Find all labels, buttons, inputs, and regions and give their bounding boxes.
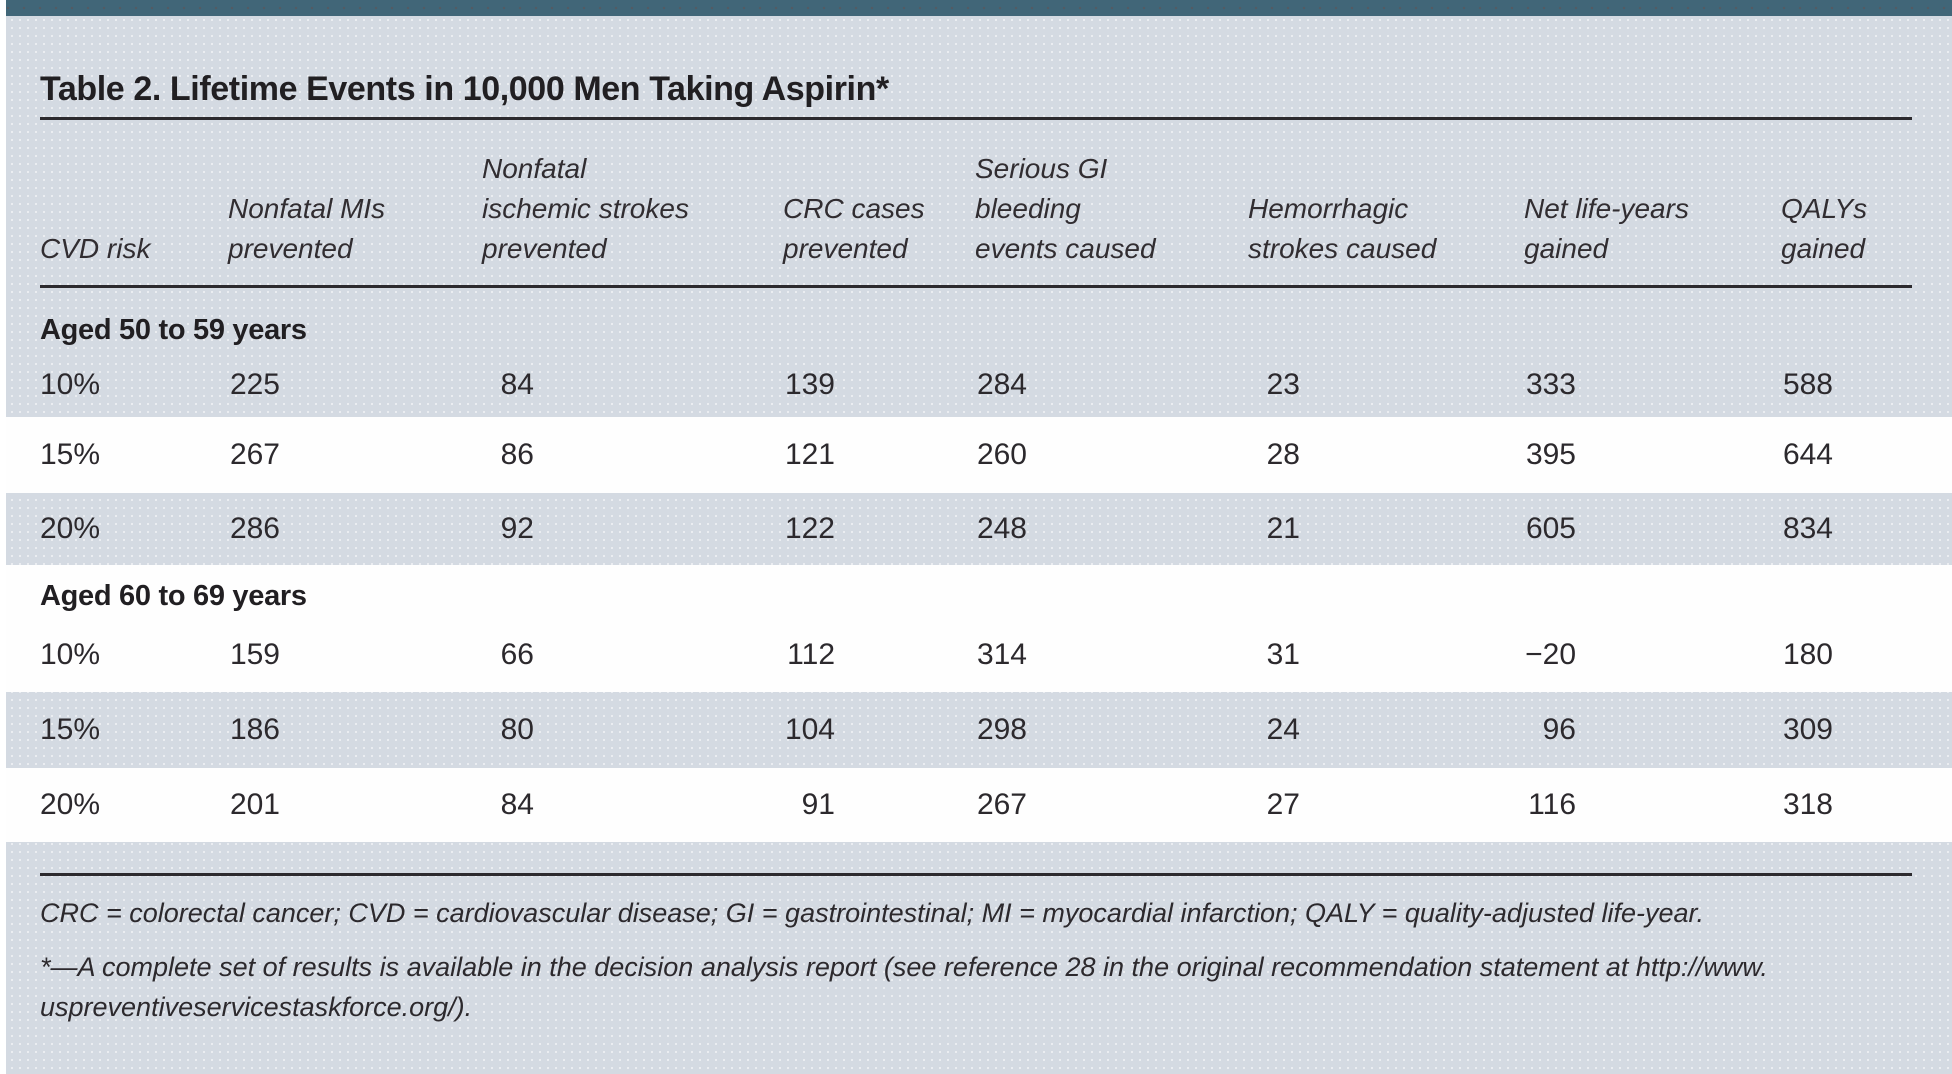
cell-cvd-risk: 20%: [40, 788, 101, 821]
abbreviations-footnote: CRC = colorectal cancer; CVD = cardiovas…: [40, 898, 1705, 928]
cell-value: 248: [976, 512, 1027, 545]
footnote-rule: [40, 873, 1912, 876]
table-row: 15% 267 86 121 260 28 395 644: [0, 417, 1952, 493]
footnote-area: CRC = colorectal cancer; CVD = cardiovas…: [0, 873, 1952, 1074]
table-row: 20% 286 92 122 248 21 605 834: [0, 493, 1952, 565]
cell-value: 309: [1782, 713, 1833, 746]
cell-value: 588: [1782, 367, 1833, 401]
title-rule: [40, 117, 1912, 120]
section-header-aged-50-59: Aged 50 to 59 years: [40, 314, 307, 346]
column-header-net-life-years: Net life-years gained: [1524, 193, 1689, 264]
column-header-ischemic-strokes: Nonfatal ischemic strokes prevented: [482, 153, 689, 264]
cell-value: 23: [1266, 367, 1300, 401]
cell-value: 186: [229, 713, 280, 746]
cell-cvd-risk: 20%: [40, 512, 101, 545]
cell-value: 139: [784, 367, 835, 401]
cell-value: 104: [784, 713, 835, 746]
cell-value: 121: [784, 438, 835, 471]
column-header-cvd-risk: CVD risk: [40, 233, 151, 264]
header-rule: [40, 285, 1912, 288]
cell-value: 834: [1782, 512, 1833, 545]
cell-value: 84: [500, 367, 534, 401]
table-row: 10% 159 66 112 314 31 −20 180: [0, 618, 1952, 692]
table-row: 20% 201 84 91 267 27 116 318: [0, 768, 1952, 842]
cell-value: 92: [500, 512, 534, 545]
cell-value: 116: [1528, 788, 1576, 821]
page-edge-strip: [0, 0, 6, 1074]
cell-value: 86: [500, 438, 534, 471]
cell-value: 91: [801, 788, 835, 821]
cell-value: 21: [1266, 512, 1300, 545]
cell-cvd-risk: 10%: [40, 367, 101, 401]
cell-value: 395: [1525, 438, 1576, 471]
cell-value: 28: [1266, 438, 1300, 471]
top-border-bar: [0, 0, 1952, 16]
cell-value: 605: [1525, 512, 1576, 545]
table-title: Table 2. Lifetime Events in 10,000 Men T…: [40, 70, 889, 108]
column-header-crc-cases: CRC cases prevented: [783, 193, 925, 264]
cell-value: 180: [1782, 638, 1833, 671]
cell-cvd-risk: 10%: [40, 638, 101, 671]
cell-value: 260: [976, 438, 1027, 471]
cell-cvd-risk: 15%: [40, 438, 101, 471]
cell-value: 112: [787, 638, 835, 671]
cell-value: 225: [229, 367, 280, 401]
cell-value: 84: [500, 788, 534, 821]
cell-value: 66: [500, 638, 534, 671]
column-header-hemorrhagic-strokes: Hemorrhagic strokes caused: [1248, 193, 1437, 264]
asterisk-footnote-line-1: *—A complete set of results is available…: [40, 952, 1768, 982]
column-header-row: CVD risk Nonfatal MIs prevented Nonfatal…: [0, 120, 1952, 285]
cell-value: 122: [784, 512, 835, 545]
cell-value: 333: [1525, 367, 1576, 401]
table-panel: Table 2. Lifetime Events in 10,000 Men T…: [0, 16, 1952, 1074]
cell-value: 284: [976, 367, 1027, 401]
cell-value: 159: [229, 638, 280, 671]
cell-value: 267: [976, 788, 1027, 821]
cell-value: 24: [1266, 713, 1300, 746]
cell-value: 286: [229, 512, 280, 545]
table-row: 10% 225 84 139 284 23 333 588: [0, 352, 1952, 417]
cell-value: 318: [1782, 788, 1833, 821]
title-band: Table 2. Lifetime Events in 10,000 Men T…: [0, 16, 1952, 117]
table-row: 15% 186 80 104 298 24 96 309: [0, 692, 1952, 768]
cell-value: 644: [1782, 438, 1833, 471]
cell-value: −20: [1525, 638, 1576, 671]
cell-value: 267: [229, 438, 280, 471]
cell-value: 201: [229, 788, 280, 821]
cell-cvd-risk: 15%: [40, 713, 101, 746]
cell-value: 80: [500, 713, 534, 746]
column-header-nonfatal-mis: Nonfatal MIs prevented: [228, 193, 386, 264]
section-header-aged-60-69: Aged 60 to 69 years: [0, 565, 1952, 618]
cell-value: 31: [1266, 638, 1300, 671]
cell-value: 27: [1266, 788, 1300, 821]
cell-value: 96: [1542, 713, 1576, 746]
asterisk-footnote: *—A complete set of results is available…: [40, 947, 1912, 1027]
cell-value: 298: [976, 713, 1027, 746]
cell-value: 314: [976, 638, 1027, 671]
column-header-gi-bleeding: Serious GI bleeding events caused: [975, 153, 1156, 264]
column-header-qalys: QALYs gained: [1781, 193, 1868, 264]
asterisk-footnote-line-2: uspreventiveservicestaskforce.org/).: [40, 992, 473, 1022]
